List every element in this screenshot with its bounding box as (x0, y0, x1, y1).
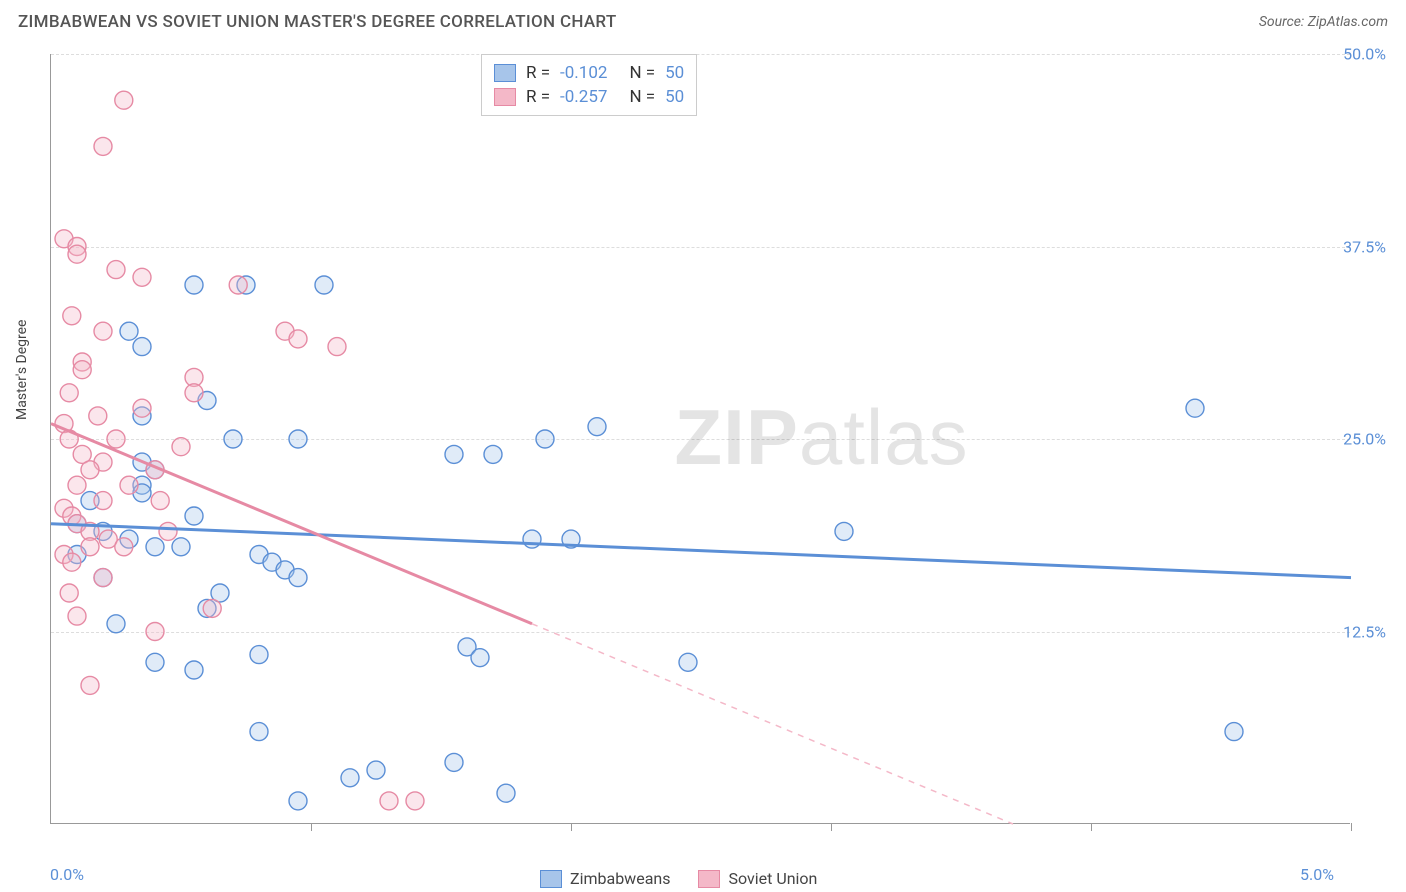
data-point (1225, 723, 1243, 741)
data-point (81, 538, 99, 556)
data-point (159, 522, 177, 540)
data-point (63, 307, 81, 325)
data-point (81, 461, 99, 479)
data-point (835, 522, 853, 540)
data-point (484, 445, 502, 463)
data-point (146, 538, 164, 556)
data-point (289, 430, 307, 448)
data-point (679, 653, 697, 671)
data-point (185, 507, 203, 525)
data-point (120, 476, 138, 494)
data-point (68, 607, 86, 625)
trend-line-dashed (532, 624, 1013, 824)
n-value-soviet: 50 (665, 87, 684, 107)
data-point (89, 407, 107, 425)
data-point (250, 723, 268, 741)
data-point (60, 584, 78, 602)
data-point (289, 792, 307, 810)
data-point (367, 761, 385, 779)
data-point (406, 792, 424, 810)
chart-title: ZIMBABWEAN VS SOVIET UNION MASTER'S DEGR… (18, 12, 617, 32)
data-point (445, 445, 463, 463)
data-point (471, 649, 489, 667)
legend-row-soviet: R = -0.257 N = 50 (494, 85, 684, 109)
x-tick-label: 0.0% (50, 865, 84, 884)
n-value-zimbabwean: 50 (665, 63, 684, 83)
data-point (341, 769, 359, 787)
data-point (107, 615, 125, 633)
data-point (107, 261, 125, 279)
scatter-svg (51, 54, 1350, 823)
swatch-soviet (494, 88, 516, 106)
data-point (146, 653, 164, 671)
data-point (224, 430, 242, 448)
data-point (380, 792, 398, 810)
data-point (120, 322, 138, 340)
source-label: Source: ZipAtlas.com (1259, 14, 1388, 30)
data-point (73, 361, 91, 379)
swatch-zimbabwean-bottom (540, 870, 562, 888)
data-point (185, 384, 203, 402)
data-point (203, 599, 221, 617)
data-point (315, 276, 333, 294)
data-point (81, 676, 99, 694)
data-point (94, 569, 112, 587)
data-point (68, 245, 86, 263)
data-point (94, 137, 112, 155)
correlation-legend: R = -0.102 N = 50 R = -0.257 N = 50 (481, 54, 697, 116)
swatch-soviet-bottom (698, 870, 720, 888)
data-point (133, 399, 151, 417)
data-point (63, 553, 81, 571)
data-point (497, 784, 515, 802)
r-value-soviet: -0.257 (560, 87, 607, 107)
y-axis-label: Master's Degree (14, 320, 30, 420)
swatch-zimbabwean (494, 64, 516, 82)
data-point (445, 753, 463, 771)
data-point (172, 538, 190, 556)
data-point (250, 646, 268, 664)
data-point (172, 438, 190, 456)
data-point (588, 418, 606, 436)
series-legend: Zimbabweans Soviet Union (540, 869, 817, 888)
legend-item-soviet: Soviet Union (698, 869, 817, 888)
data-point (133, 268, 151, 286)
data-point (68, 476, 86, 494)
data-point (133, 338, 151, 356)
data-point (151, 492, 169, 510)
data-point (115, 91, 133, 109)
x-tick-label: 5.0% (1300, 865, 1334, 884)
data-point (94, 322, 112, 340)
data-point (229, 276, 247, 294)
data-point (94, 492, 112, 510)
data-point (536, 430, 554, 448)
data-point (107, 430, 125, 448)
header: ZIMBABWEAN VS SOVIET UNION MASTER'S DEGR… (0, 0, 1406, 40)
chart-plot-area: ZIPatlas R = -0.102 N = 50 R = -0.257 N … (50, 54, 1350, 824)
data-point (185, 276, 203, 294)
data-point (115, 538, 133, 556)
data-point (328, 338, 346, 356)
r-value-zimbabwean: -0.102 (560, 63, 607, 83)
data-point (146, 623, 164, 641)
data-point (289, 330, 307, 348)
data-point (1186, 399, 1204, 417)
legend-item-zimbabwean: Zimbabweans (540, 869, 670, 888)
legend-row-zimbabwean: R = -0.102 N = 50 (494, 61, 684, 85)
data-point (60, 384, 78, 402)
data-point (289, 569, 307, 587)
trend-line (51, 524, 1351, 578)
data-point (185, 661, 203, 679)
